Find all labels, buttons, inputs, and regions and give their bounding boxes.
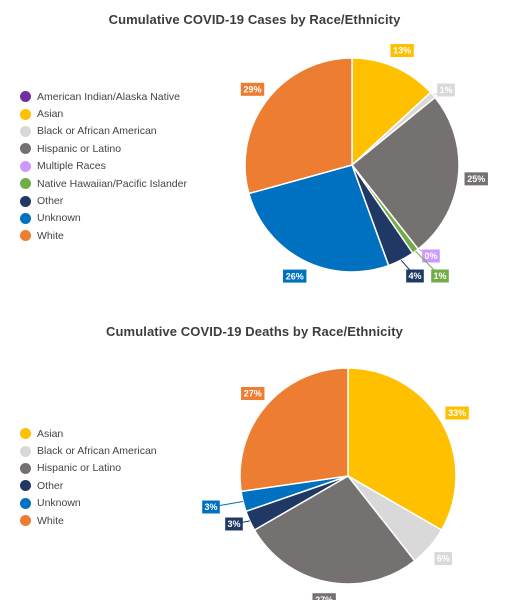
data-label-white: 29% — [244, 84, 262, 94]
chart-legend: Asian Black or African American Hispanic o… — [20, 425, 157, 529]
chart-title: Cumulative COVID-19 Deaths by Race/Ethni… — [106, 324, 403, 339]
legend-label: Hispanic or Latino — [37, 462, 122, 475]
legend-label: Unknown — [37, 212, 81, 225]
legend-swatch-icon — [20, 212, 31, 224]
legend-item-american-indian-alaska-native[interactable]: American Indian/Alaska Native — [20, 88, 187, 105]
legend-item-white[interactable]: White — [20, 227, 187, 244]
data-label-box-unknown — [202, 500, 220, 514]
data-label-box-native-hawaiian-pacific-islander — [431, 269, 449, 283]
legend-swatch-icon — [20, 125, 31, 137]
data-label-black-or-african-american: 6% — [437, 554, 450, 564]
legend-swatch-icon — [20, 160, 31, 172]
legend-swatch-icon — [20, 480, 31, 492]
legend-label: Other — [37, 479, 64, 492]
data-label-white: 27% — [244, 389, 262, 399]
pie-slice-asian — [347, 367, 457, 532]
legend-item-unknown[interactable]: Unknown — [20, 210, 187, 227]
legend-label: Black or African American — [37, 445, 157, 458]
legend-swatch-icon — [20, 195, 31, 207]
legend-swatch-icon — [20, 230, 31, 242]
legend-swatch-icon — [20, 462, 31, 474]
legend-label: Unknown — [37, 497, 81, 510]
deaths-chart: Cumulative COVID-19 Deaths by Race/Ethni… — [0, 300, 509, 600]
legend-label: White — [37, 514, 64, 527]
data-label-box-other — [225, 517, 243, 531]
data-label-box-black-or-african-american — [434, 552, 453, 566]
pie-slice-hispanic-or-latino — [350, 96, 460, 251]
pie-chart: 13% 1% 25% 0% 1% 4% 26% 29% — [240, 43, 488, 283]
data-label-box-asian — [445, 406, 469, 420]
data-label-box-unknown — [283, 269, 307, 283]
cases-chart: Cumulative COVID-19 Cases by Race/Ethnic… — [20, 12, 488, 283]
data-label-unknown: 3% — [204, 502, 217, 512]
legend-swatch-icon — [20, 497, 31, 509]
pie-chart: 33% 6% 27% 3% 3% 27% — [202, 367, 469, 600]
data-label-native-hawaiian-pacific-islander: 1% — [433, 271, 446, 281]
pie-slice-white — [244, 57, 353, 195]
data-label-box-black-or-african-american — [437, 83, 455, 97]
legend-item-black-or-african-american[interactable]: Black or African American — [20, 123, 187, 140]
legend-item-unknown[interactable]: Unknown — [20, 495, 157, 512]
pie-slice-asian — [351, 57, 432, 167]
legend-label: Other — [37, 195, 64, 208]
pie-slice-unknown — [247, 164, 390, 273]
legend-swatch-icon — [20, 178, 31, 190]
data-label-box-white — [240, 82, 265, 96]
chart-legend: American Indian/Alaska Native Asian Black … — [20, 88, 187, 245]
data-label-other: 3% — [227, 519, 240, 529]
legend-label: Native Hawaiian/Pacific Islander — [37, 177, 187, 190]
data-label-unknown: 26% — [286, 271, 304, 281]
data-label-box-multiple-races — [422, 249, 440, 263]
legend-swatch-icon — [20, 91, 31, 103]
legend-item-white[interactable]: White — [20, 512, 157, 529]
data-label-asian: 13% — [393, 46, 411, 56]
data-label-box-asian — [390, 43, 414, 57]
legend-item-hispanic-or-latino[interactable]: Hispanic or Latino — [20, 140, 187, 157]
chart-title: Cumulative COVID-19 Cases by Race/Ethnic… — [108, 12, 401, 27]
legend-item-native-hawaiian-pacific-islander[interactable]: Native Hawaiian/Pacific Islander — [20, 175, 187, 192]
legend-swatch-icon — [20, 515, 31, 527]
data-label-multiple-races: 0% — [424, 251, 437, 261]
pie-slice-hispanic-or-latino — [253, 475, 416, 585]
legend-label: American Indian/Alaska Native — [37, 90, 180, 103]
legend-item-asian[interactable]: Asian — [20, 425, 157, 442]
data-label-box-other — [406, 269, 424, 283]
pie-slice-white — [239, 367, 349, 493]
data-label-other: 4% — [408, 271, 421, 281]
legend-item-asian[interactable]: Asian — [20, 105, 187, 122]
legend-item-other[interactable]: Other — [20, 477, 157, 494]
legend-swatch-icon — [20, 108, 31, 120]
legend-item-hispanic-or-latino[interactable]: Hispanic or Latino — [20, 460, 157, 477]
legend-label: Multiple Races — [37, 160, 106, 173]
data-label-box-white — [241, 386, 265, 400]
data-label-asian: 33% — [448, 408, 466, 418]
data-label-hispanic-or-latino: 25% — [467, 174, 485, 184]
legend-label: Asian — [37, 427, 64, 440]
legend-label: Black or African American — [37, 125, 157, 138]
legend-item-multiple-races[interactable]: Multiple Races — [20, 158, 187, 175]
legend-label: Hispanic or Latino — [37, 142, 122, 155]
legend-label: White — [37, 229, 64, 242]
data-label-black-or-african-american: 1% — [439, 85, 452, 95]
legend-swatch-icon — [20, 143, 31, 155]
legend-label: Asian — [37, 108, 64, 121]
legend-swatch-icon — [20, 445, 31, 457]
data-label-hispanic-or-latino: 27% — [315, 595, 333, 600]
legend-swatch-icon — [20, 428, 31, 440]
data-label-box-hispanic-or-latino — [312, 593, 336, 600]
data-label-box-hispanic-or-latino — [464, 172, 488, 186]
legend-item-other[interactable]: Other — [20, 192, 187, 209]
legend-item-black-or-african-american[interactable]: Black or African American — [20, 442, 157, 459]
